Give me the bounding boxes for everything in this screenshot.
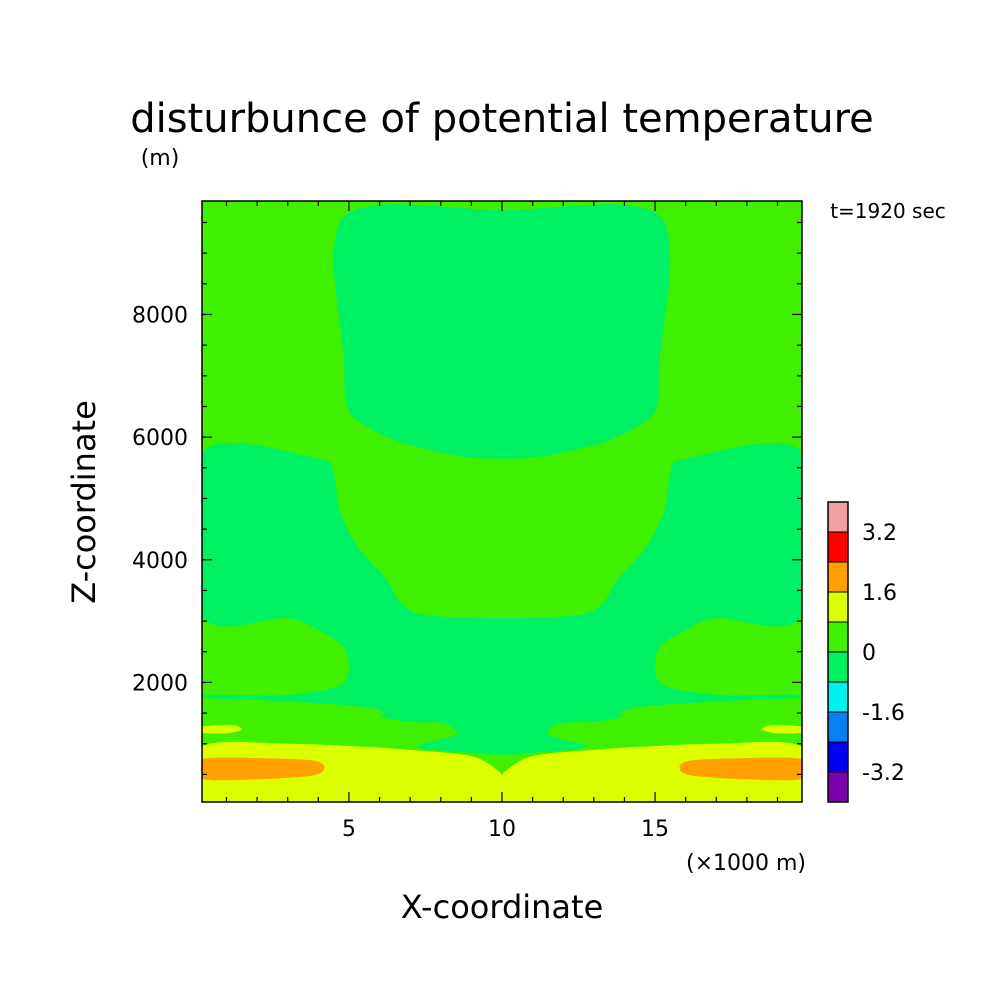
colorbar: -3.2 -1.6 0 1.6 3.2 [827, 501, 905, 803]
contour-region-orange-right [679, 757, 802, 781]
colorbar-swatch [827, 501, 849, 533]
colorbar-swatch [827, 561, 849, 593]
colorbar-swatch [827, 591, 849, 623]
colorbar-tick-label: 1.6 [862, 581, 897, 606]
colorbar-swatch [827, 621, 849, 653]
colorbar-swatch [827, 531, 849, 563]
x-unit-label: (×1000 m) [686, 851, 806, 876]
plot-area [202, 201, 802, 802]
colorbar-swatch [827, 651, 849, 683]
x-tick-label: 5 [342, 817, 356, 842]
x-axis-label: X-coordinate [401, 888, 604, 926]
colorbar-swatch [827, 711, 849, 743]
y-tick-label: 4000 [132, 549, 188, 574]
colorbar-tick-label: 3.2 [862, 521, 897, 546]
colorbar-swatch [827, 771, 849, 803]
x-tick-label: 15 [641, 817, 669, 842]
y-tick-label: 2000 [132, 671, 188, 696]
y-tick-label: 6000 [132, 426, 188, 451]
contour-region-near-surface-yellow [202, 741, 802, 802]
contour-region-upper-core [333, 204, 671, 459]
chart-title: disturbunce of potential temperature [130, 96, 874, 142]
x-tick-label: 10 [488, 817, 516, 842]
contour-region-yellow-streak-right [762, 725, 802, 734]
axes: 5 10 15 2000 4000 6000 8000 [132, 200, 803, 842]
colorbar-tick-label: -1.6 [862, 701, 905, 726]
colorbar-tick-label: 0 [862, 641, 876, 666]
colorbar-swatch [827, 741, 849, 773]
contour-region-yellow-streak-left [202, 725, 242, 734]
time-label: t=1920 sec [830, 199, 946, 223]
colorbar-frame [827, 501, 849, 803]
y-axis-label: Z-coordinate [65, 400, 103, 604]
contour-region-low-mid-core [380, 705, 624, 724]
colorbar-tick-label: -3.2 [862, 761, 905, 786]
y-tick-label: 8000 [132, 303, 188, 328]
colorbar-swatch [827, 681, 849, 713]
contour-region-mid-core [202, 442, 802, 755]
y-unit-label: (m) [141, 146, 180, 171]
contour-region-orange-left [202, 757, 325, 781]
